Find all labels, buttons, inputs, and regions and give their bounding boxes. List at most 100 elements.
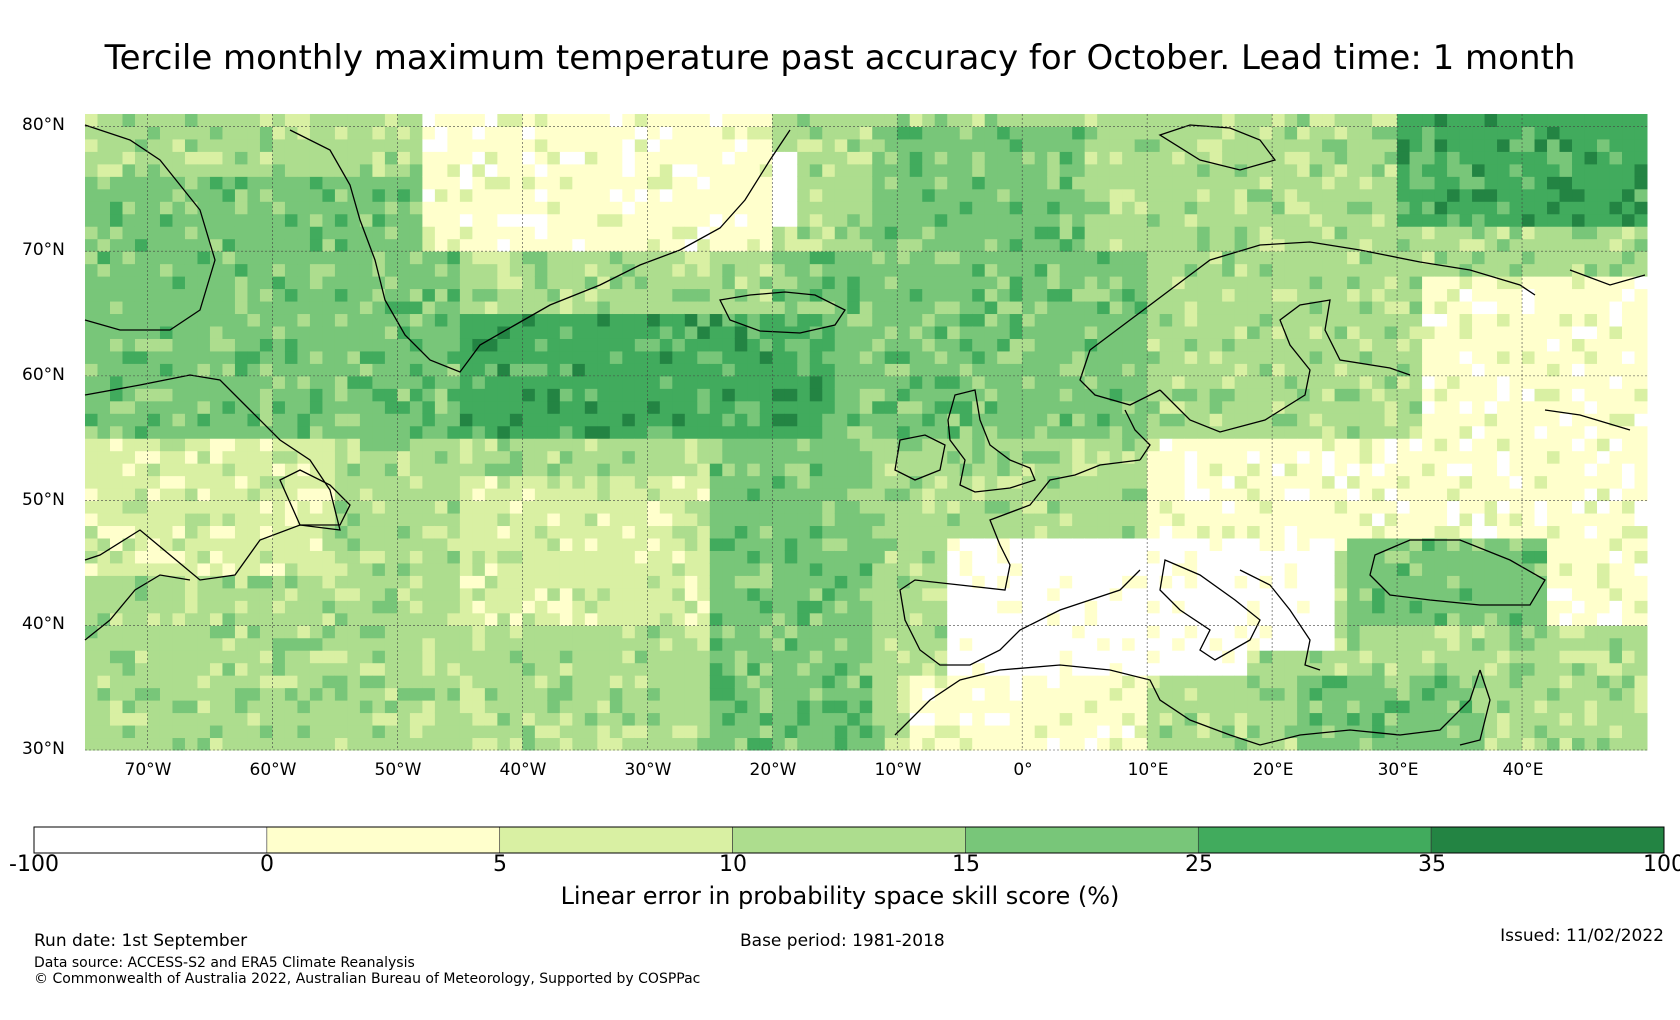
skill-cell [947, 675, 961, 689]
skill-cell [884, 301, 898, 315]
skill-cell [372, 513, 386, 527]
skill-cell [222, 687, 236, 701]
skill-cell [722, 138, 736, 152]
skill-cell [447, 712, 461, 726]
skill-cell [634, 700, 648, 714]
skill-cell [422, 238, 436, 252]
skill-cell [897, 263, 911, 277]
skill-cell [884, 413, 898, 427]
skill-cell [197, 163, 211, 177]
skill-cell [222, 538, 236, 551]
skill-cell [847, 251, 861, 265]
skill-cell [672, 413, 686, 427]
skill-cell [784, 238, 798, 252]
skill-cell [184, 238, 198, 252]
skill-cell [459, 425, 473, 439]
skill-cell [722, 425, 736, 439]
skill-cell [697, 326, 711, 339]
skill-cell [134, 450, 148, 464]
skill-cell [447, 151, 461, 165]
skill-cell [247, 350, 261, 364]
skill-cell [1059, 725, 1073, 739]
skill-cell [1047, 151, 1061, 165]
skill-cell [784, 625, 798, 639]
skill-cell [197, 562, 211, 576]
skill-cell [422, 687, 436, 701]
skill-cell [597, 637, 611, 651]
skill-cell [884, 388, 898, 402]
skill-cell [1172, 625, 1186, 639]
skill-cell [484, 251, 498, 265]
skill-cell [184, 313, 198, 327]
skill-cell [134, 413, 148, 427]
skill-cell [1197, 276, 1211, 290]
skill-cell [659, 226, 673, 240]
skill-cell [797, 525, 811, 539]
skill-cell [1209, 438, 1223, 452]
skill-cell [472, 350, 486, 364]
skill-cell [272, 637, 286, 651]
skill-cell [397, 151, 411, 165]
skill-cell [872, 488, 886, 502]
skill-cell [247, 737, 261, 751]
skill-cell [872, 338, 886, 352]
skill-cell [472, 288, 486, 302]
skill-cell [709, 438, 723, 452]
skill-cell [547, 562, 561, 576]
skill-cell [909, 463, 923, 477]
skill-cell [534, 550, 548, 564]
skill-cell [809, 587, 823, 601]
skill-cell [334, 637, 348, 651]
skill-cell [822, 650, 836, 664]
skill-cell [672, 425, 686, 439]
skill-cell [222, 238, 236, 252]
skill-cell [97, 363, 111, 377]
skill-cell [147, 301, 161, 315]
skill-cell [1147, 575, 1161, 589]
skill-cell [984, 525, 998, 539]
skill-cell [897, 600, 911, 614]
skill-cell [384, 151, 398, 165]
skill-cell [509, 675, 523, 689]
skill-cell [309, 612, 323, 626]
skill-cell [684, 363, 698, 377]
skill-cell [722, 126, 736, 140]
skill-cell [697, 488, 711, 502]
skill-cell [1284, 425, 1298, 439]
skill-cell [822, 662, 836, 676]
skill-cell [634, 538, 648, 551]
skill-cell [347, 301, 361, 315]
skill-cell [659, 238, 673, 252]
skill-cell [672, 575, 686, 589]
skill-cell [484, 163, 498, 177]
skill-cell [497, 375, 511, 389]
skill-cell [434, 488, 448, 502]
skill-cell [97, 313, 111, 327]
skill-cell [409, 126, 423, 140]
skill-cell [484, 413, 498, 427]
skill-cell [1147, 500, 1161, 514]
skill-cell [1109, 301, 1123, 315]
skill-cell [247, 126, 261, 140]
skill-cell [1047, 625, 1061, 639]
skill-cell [947, 525, 961, 539]
skill-cell [1022, 375, 1036, 389]
skill-cell [97, 475, 111, 489]
skill-cell [959, 413, 973, 427]
skill-cell [609, 712, 623, 726]
skill-cell [934, 650, 948, 664]
skill-cell [1097, 725, 1111, 739]
skill-cell [1134, 550, 1148, 564]
skill-cell [422, 700, 436, 714]
skill-cell [259, 350, 273, 364]
skill-cell [1234, 313, 1248, 327]
skill-cell [309, 637, 323, 651]
skill-cell [884, 525, 898, 539]
skill-cell [422, 388, 436, 402]
skill-cell [809, 263, 823, 277]
skill-cell [947, 550, 961, 564]
skill-cell [809, 276, 823, 290]
skill-cell [259, 400, 273, 414]
skill-cell [434, 126, 448, 140]
skill-cell [734, 562, 748, 576]
